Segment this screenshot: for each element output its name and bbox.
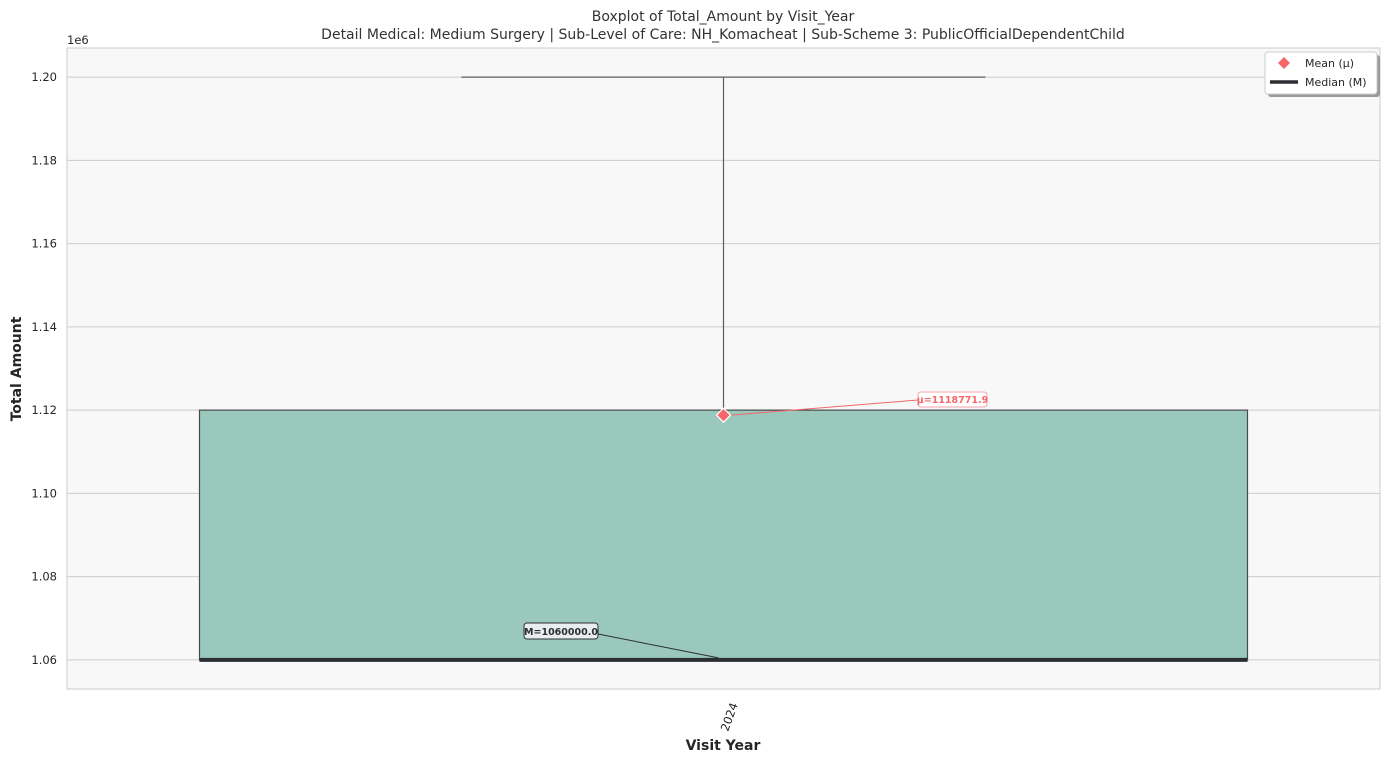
y-tick-label: 1.20	[31, 70, 57, 84]
y-tick-label: 1.14	[31, 320, 57, 334]
y-tick-label: 1.18	[31, 153, 57, 167]
y-tick-labels: 1.06 1.08 1.10 1.12 1.14 1.16 1.18 1.20	[31, 70, 57, 667]
median-annotation-arrow	[597, 633, 719, 659]
y-tick-label: 1.16	[31, 237, 57, 251]
y-tick-label: 1.10	[31, 486, 57, 500]
y-tick-label: 1.06	[31, 653, 57, 667]
chart-subtitle: Detail Medical: Medium Surgery | Sub-Lev…	[321, 27, 1125, 43]
mean-annotation-label: μ=1118771.9	[917, 395, 988, 406]
box-2024	[198, 409, 1249, 661]
y-tick-label: 1.08	[31, 570, 57, 584]
legend-label-median: Median (M)	[1305, 76, 1367, 89]
median-annotation-label: M=1060000.0	[524, 627, 598, 638]
x-tick-label-2024: 2024	[718, 701, 741, 733]
legend-diamond-icon	[1278, 57, 1290, 69]
x-axis-label: Visit Year	[686, 738, 761, 754]
legend-label-mean: Mean (μ)	[1305, 57, 1354, 70]
y-axis-label: Total Amount	[9, 316, 25, 421]
legend: Mean (μ) Median (M)	[1264, 51, 1380, 97]
median-annotation-box	[523, 622, 599, 640]
mean-annotation-arrow	[729, 399, 919, 416]
y-offset-label: 1e6	[67, 33, 89, 47]
y-tick-label: 1.12	[31, 403, 57, 417]
chart-title: Boxplot of Total_Amount by Visit_Year	[592, 9, 855, 25]
mean-marker	[715, 407, 732, 424]
mean-annotation-box	[917, 391, 988, 408]
